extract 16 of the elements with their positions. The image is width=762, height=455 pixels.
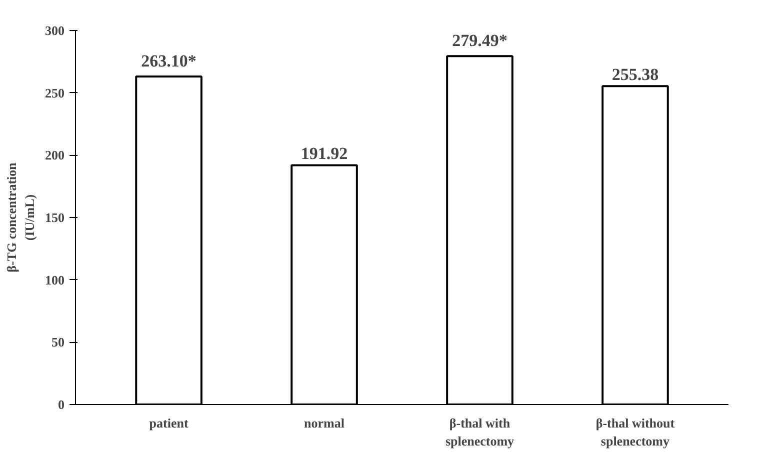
y-tick-label: 150: [45, 210, 64, 225]
data-label: 279.49*: [452, 31, 508, 50]
y-tick-label: 200: [45, 148, 64, 163]
x-tick-label: patient: [149, 416, 189, 430]
y-tick-label: 250: [45, 85, 64, 100]
x-tick-label: normal: [304, 416, 345, 430]
y-tick-label: 0: [58, 397, 64, 412]
x-tick-label: β-thal without splenectomy: [596, 416, 676, 448]
y-tick-label: 100: [45, 272, 64, 288]
y-tick-label: 300: [45, 23, 64, 38]
data-label: 255.38: [612, 65, 659, 84]
x-tick-label: β-thal with splenectomy: [445, 416, 515, 448]
y-axis-title: β-TG concentration (IU/mL): [4, 162, 37, 272]
data-label: 263.10*: [141, 52, 196, 70]
data-label: 191.92: [300, 144, 348, 164]
y-tick-label: 50: [52, 334, 64, 350]
